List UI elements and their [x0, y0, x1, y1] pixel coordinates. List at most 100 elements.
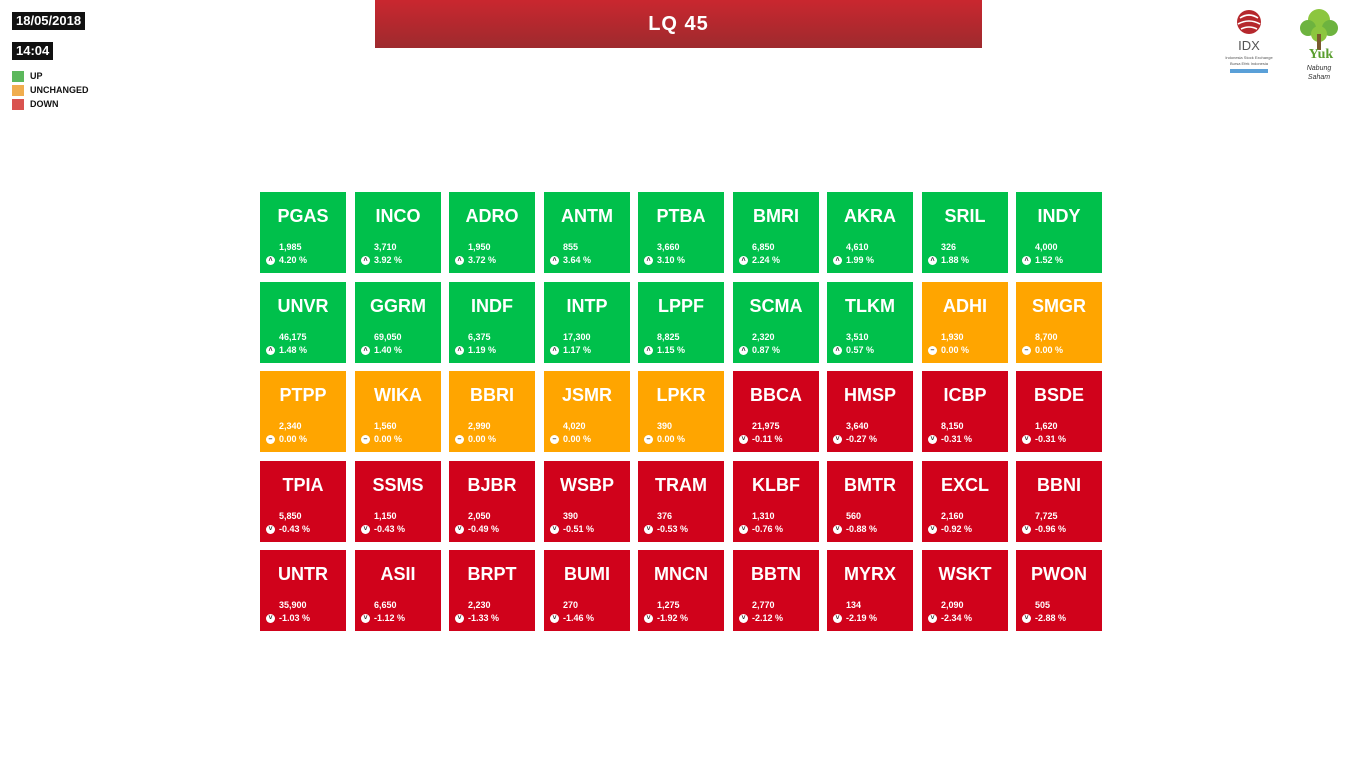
stock-change-value: 1.48 % [279, 345, 308, 355]
stock-change-value: 0.00 % [563, 434, 592, 444]
stock-tile-tlkm[interactable]: TLKM 3,510 ˄ 0.57 % [827, 282, 913, 363]
stock-tile-bmtr[interactable]: BMTR 560 ˅ -0.88 % [827, 461, 913, 542]
stock-change: ˄ 1.99 % [833, 255, 874, 265]
stock-change: ˄ 4.20 % [266, 255, 307, 265]
stock-tile-akra[interactable]: AKRA 4,610 ˄ 1.99 % [827, 192, 913, 273]
stock-tile-pgas[interactable]: PGAS 1,985 ˄ 4.20 % [260, 192, 346, 273]
stock-tile-bsde[interactable]: BSDE 1,620 ˅ -0.31 % [1016, 371, 1102, 452]
stock-change: –0.00 % [455, 434, 496, 444]
stock-change-value: 3.10 % [657, 255, 686, 265]
stock-price: 2,230 [468, 600, 491, 610]
idx-logo-sub2: Bursa Efek Indonesia [1230, 61, 1269, 66]
stock-code: SMGR [1032, 296, 1086, 316]
stock-change: ˅ -0.88 % [833, 524, 877, 534]
stock-tile-jsmr[interactable]: JSMR 4,020–0.00 % [544, 371, 630, 452]
stock-code: WIKA [374, 385, 422, 405]
stock-code: BBTN [751, 564, 801, 584]
stock-tile-tpia[interactable]: TPIA 5,850 ˅ -0.43 % [260, 461, 346, 542]
stock-tile-indf[interactable]: INDF 6,375 ˄ 1.19 % [449, 282, 535, 363]
arrow-up-icon: ˄ [361, 255, 370, 265]
stock-tile-ggrm[interactable]: GGRM 69,050 ˄ 1.40 % [355, 282, 441, 363]
arrow-down-icon: ˅ [644, 524, 653, 534]
stock-tile-klbf[interactable]: KLBF 1,310 ˅ -0.76 % [733, 461, 819, 542]
stock-tile-bbtn[interactable]: BBTN 2,770 ˅ -2.12 % [733, 550, 819, 631]
stock-tile-hmsp[interactable]: HMSP 3,640 ˅ -0.27 % [827, 371, 913, 452]
arrow-down-icon: ˅ [928, 524, 937, 534]
stock-change-value: -0.51 % [563, 524, 595, 534]
stock-tile-intp[interactable]: INTP 17,300 ˄ 1.17 % [544, 282, 630, 363]
stock-change: –0.00 % [928, 345, 969, 355]
stock-tile-lppf[interactable]: LPPF 8,825 ˄ 1.15 % [638, 282, 724, 363]
stock-tile-ptba[interactable]: PTBA 3,660 ˄ 3.10 % [638, 192, 724, 273]
stock-change: ˅ -0.27 % [833, 434, 877, 444]
stock-change-value: -0.92 % [941, 524, 973, 534]
stock-code: TRAM [655, 475, 707, 495]
arrow-down-icon: ˅ [266, 524, 275, 534]
stock-price: 1,985 [279, 242, 302, 252]
stock-tile-bbni[interactable]: BBNI 7,725 ˅ -0.96 % [1016, 461, 1102, 542]
arrow-down-icon: ˅ [928, 434, 937, 444]
stock-change: ˄ 1.52 % [1022, 255, 1063, 265]
stock-change: ˅ -0.49 % [455, 524, 499, 534]
arrow-up-icon: ˄ [361, 345, 370, 355]
stock-code: WSKT [938, 564, 992, 584]
stock-tile-tram[interactable]: TRAM 376 ˅ -0.53 % [638, 461, 724, 542]
stock-tile-brpt[interactable]: BRPT 2,230 ˅ -1.33 % [449, 550, 535, 631]
stock-tile-bmri[interactable]: BMRI 6,850 ˄ 2.24 % [733, 192, 819, 273]
stock-price: 4,610 [846, 242, 869, 252]
stock-change-value: -1.46 % [563, 613, 595, 623]
arrow-up-icon: ˄ [928, 255, 937, 265]
stock-tile-mncn[interactable]: MNCN 1,275 ˅ -1.92 % [638, 550, 724, 631]
arrow-up-icon: ˄ [550, 255, 559, 265]
stock-tile-antm[interactable]: ANTM 855 ˄ 3.64 % [544, 192, 630, 273]
stock-code: GGRM [370, 296, 426, 316]
stock-tile-ptpp[interactable]: PTPP 2,340–0.00 % [260, 371, 346, 452]
stock-price: 21,975 [752, 421, 780, 431]
stock-change-value: 0.00 % [374, 434, 403, 444]
stock-code: BBCA [750, 385, 802, 405]
stock-change: ˅ -0.43 % [266, 524, 310, 534]
stock-tile-smgr[interactable]: SMGR 8,700–0.00 % [1016, 282, 1102, 363]
stock-code: KLBF [752, 475, 800, 495]
arrow-down-icon: ˅ [739, 524, 748, 534]
stock-tile-bumi[interactable]: BUMI 270 ˅ -1.46 % [544, 550, 630, 631]
yuk-logo-sub2: Saham [1308, 74, 1330, 81]
stock-tile-bjbr[interactable]: BJBR 2,050 ˅ -0.49 % [449, 461, 535, 542]
stock-tile-wika[interactable]: WIKA 1,560–0.00 % [355, 371, 441, 452]
stock-tile-inco[interactable]: INCO 3,710 ˄ 3.92 % [355, 192, 441, 273]
arrow-down-icon: ˅ [833, 524, 842, 534]
stock-change-value: -2.88 % [1035, 613, 1067, 623]
stock-tile-bbca[interactable]: BBCA 21,975 ˅ -0.11 % [733, 371, 819, 452]
legend-swatch-up [12, 70, 24, 82]
legend-label-down: DOWN [30, 99, 59, 109]
stock-tile-pwon[interactable]: PWON 505 ˅ -2.88 % [1016, 550, 1102, 631]
stock-tile-excl[interactable]: EXCL 2,160 ˅ -0.92 % [922, 461, 1008, 542]
stock-tile-ssms[interactable]: SSMS 1,150 ˅ -0.43 % [355, 461, 441, 542]
stock-tile-adro[interactable]: ADRO 1,950 ˄ 3.72 % [449, 192, 535, 273]
stock-change: ˄ 3.64 % [550, 255, 591, 265]
stock-change: ˄ 1.40 % [361, 345, 402, 355]
stock-tile-untr[interactable]: UNTR 35,900 ˅ -1.03 % [260, 550, 346, 631]
legend-item-up: UP [12, 69, 89, 83]
stock-change-value: 0.00 % [468, 434, 497, 444]
arrow-up-icon: ˄ [644, 345, 653, 355]
stock-tile-unvr[interactable]: UNVR 46,175 ˄ 1.48 % [260, 282, 346, 363]
stock-price: 69,050 [374, 332, 402, 342]
stock-price: 2,770 [752, 600, 775, 610]
stock-tile-asii[interactable]: ASII 6,650 ˅ -1.12 % [355, 550, 441, 631]
legend-label-up: UP [30, 71, 43, 81]
stock-tile-lpkr[interactable]: LPKR 390–0.00 % [638, 371, 724, 452]
stock-change: ˄ 3.92 % [361, 255, 402, 265]
stock-tile-wsbp[interactable]: WSBP 390 ˅ -0.51 % [544, 461, 630, 542]
stock-tile-icbp[interactable]: ICBP 8,150 ˅ -0.31 % [922, 371, 1008, 452]
stock-tile-indy[interactable]: INDY 4,000 ˄ 1.52 % [1016, 192, 1102, 273]
stock-tile-bbri[interactable]: BBRI 2,990–0.00 % [449, 371, 535, 452]
stock-change-value: -0.27 % [846, 434, 878, 444]
stock-tile-adhi[interactable]: ADHI 1,930–0.00 % [922, 282, 1008, 363]
stock-tile-wskt[interactable]: WSKT 2,090 ˅ -2.34 % [922, 550, 1008, 631]
stock-price: 1,560 [374, 421, 397, 431]
stock-tile-sril[interactable]: SRIL 326 ˄ 1.88 % [922, 192, 1008, 273]
stock-tile-scma[interactable]: SCMA 2,320 ˄ 0.87 % [733, 282, 819, 363]
stock-code: UNTR [278, 564, 328, 584]
stock-tile-myrx[interactable]: MYRX 134 ˅ -2.19 % [827, 550, 913, 631]
